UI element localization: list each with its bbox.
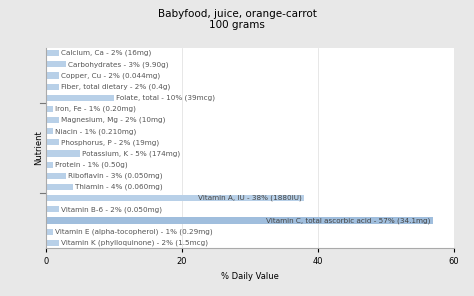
Bar xyxy=(46,218,433,223)
Bar xyxy=(46,50,59,56)
Text: Carbohydrates - 3% (9.90g): Carbohydrates - 3% (9.90g) xyxy=(68,61,169,67)
Text: Niacin - 1% (0.210mg): Niacin - 1% (0.210mg) xyxy=(55,128,136,134)
Text: Folate, total - 10% (39mcg): Folate, total - 10% (39mcg) xyxy=(116,94,215,101)
Bar xyxy=(46,173,66,179)
Bar xyxy=(46,206,59,213)
Bar xyxy=(46,117,59,123)
Bar xyxy=(46,195,304,201)
Bar xyxy=(46,150,80,157)
Bar xyxy=(46,83,59,90)
Bar xyxy=(46,73,59,78)
Text: Vitamin K (phylloquinone) - 2% (1.5mcg): Vitamin K (phylloquinone) - 2% (1.5mcg) xyxy=(61,239,209,246)
Text: Copper, Cu - 2% (0.044mg): Copper, Cu - 2% (0.044mg) xyxy=(61,72,161,79)
Text: Vitamin E (alpha-tocopherol) - 1% (0.29mg): Vitamin E (alpha-tocopherol) - 1% (0.29m… xyxy=(55,229,212,235)
Text: Potassium, K - 5% (174mg): Potassium, K - 5% (174mg) xyxy=(82,150,180,157)
Text: Protein - 1% (0.50g): Protein - 1% (0.50g) xyxy=(55,162,127,168)
Bar xyxy=(46,229,53,235)
Text: Babyfood, juice, orange-carrot
100 grams: Babyfood, juice, orange-carrot 100 grams xyxy=(157,9,317,30)
Text: Calcium, Ca - 2% (16mg): Calcium, Ca - 2% (16mg) xyxy=(61,50,152,57)
Bar xyxy=(46,61,66,67)
Text: Thiamin - 4% (0.060mg): Thiamin - 4% (0.060mg) xyxy=(75,184,163,190)
Text: Vitamin C, total ascorbic acid - 57% (34.1mg): Vitamin C, total ascorbic acid - 57% (34… xyxy=(266,217,430,224)
Text: Riboflavin - 3% (0.050mg): Riboflavin - 3% (0.050mg) xyxy=(68,173,163,179)
Bar xyxy=(46,162,53,168)
Text: Vitamin B-6 - 2% (0.050mg): Vitamin B-6 - 2% (0.050mg) xyxy=(61,206,163,213)
Bar xyxy=(46,95,114,101)
Bar xyxy=(46,139,59,145)
Text: Magnesium, Mg - 2% (10mg): Magnesium, Mg - 2% (10mg) xyxy=(61,117,166,123)
Text: Fiber, total dietary - 2% (0.4g): Fiber, total dietary - 2% (0.4g) xyxy=(61,83,171,90)
Bar xyxy=(46,240,59,246)
Text: Iron, Fe - 1% (0.20mg): Iron, Fe - 1% (0.20mg) xyxy=(55,106,136,112)
Bar xyxy=(46,184,73,190)
Y-axis label: Nutrient: Nutrient xyxy=(34,131,43,165)
Text: Phosphorus, P - 2% (19mg): Phosphorus, P - 2% (19mg) xyxy=(61,139,159,146)
Text: Vitamin A, IU - 38% (1880IU): Vitamin A, IU - 38% (1880IU) xyxy=(198,195,301,202)
Bar xyxy=(46,128,53,134)
Bar xyxy=(46,106,53,112)
X-axis label: % Daily Value: % Daily Value xyxy=(221,272,279,281)
